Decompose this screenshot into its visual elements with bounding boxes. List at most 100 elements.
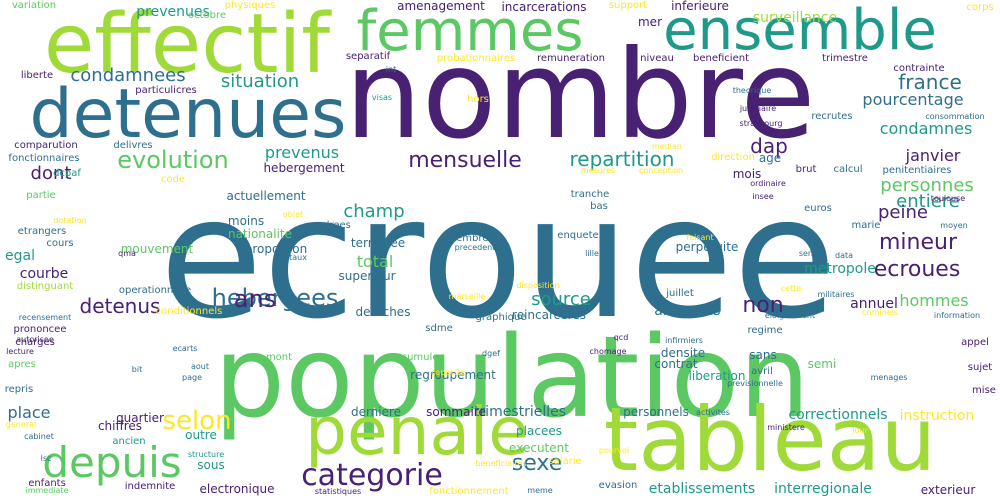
word-perpetuite: perpetuite [675,240,739,254]
word-hebergement: hebergement [263,161,345,175]
word-enfants: enfants [28,478,66,489]
word-cabinet: cabinet [24,432,54,441]
word-previsionnelle: previsionnelle [727,379,783,388]
word-brut: brut [795,164,817,175]
word-qma: qma [118,249,136,258]
word-source: source [531,289,591,310]
word-lille: lille [585,249,599,258]
word-ordinaire: ordinaire [750,179,786,188]
word-nombre: nombre [344,24,816,166]
word-meme: meme [527,486,553,495]
word-delivres: delivres [113,140,153,151]
word-euros: euros [804,203,832,214]
word-conditionnels: conditionnels [155,306,223,317]
word-mensuelle: mensuelle [408,148,522,173]
word-moins: moins [227,214,265,228]
word-marseille: marseille [448,292,486,301]
word-superieur: superieur [338,269,396,283]
word-fonctionnement: fonctionnement [429,486,509,497]
word-sous: sous [197,458,225,472]
word-ecroues: ecroues [873,257,961,282]
word-corps: corps [966,2,994,13]
word-sans: sans [749,348,777,362]
word-indemnite: indemnite [124,481,176,492]
word-surveillance: surveillance [752,10,838,26]
word-ans: ans [233,285,277,313]
word-general: general [5,420,37,429]
word-code: code [160,174,186,185]
word-information: information [933,311,981,320]
word-insee: insee [752,192,774,201]
word-etrangers: etrangers [17,226,67,237]
word-bas: bas [590,201,608,212]
word-instruction: instruction [899,408,975,424]
word-exterieur: exterieur [920,483,976,497]
word-derniere: derniere [350,405,402,419]
word-condamnees: condamnees [70,65,186,86]
word-jour: jour [852,426,868,435]
word-sexe: sexe [511,451,563,476]
word-evasion: evasion [598,480,638,491]
word-place: place [7,403,51,422]
word-recrutes: recrutes [811,111,853,122]
word-beneficiaires: beneficiaires [475,459,527,468]
word-consommation: consommation [925,112,985,121]
word-evolution: evolution [117,146,229,174]
word-pourcentage: pourcentage [862,90,964,109]
word-infirmiers: infirmiers [665,336,703,345]
word-annee: annee [654,303,698,319]
word-effectif: effectif [43,0,331,92]
word-separatif: separatif [345,51,391,62]
word-particulicres: particulicres [135,85,197,96]
word-membres: membres [446,233,494,244]
word-detenus: detenus [79,294,161,318]
word-avril: avril [751,366,773,377]
word-hommes: hommes [899,291,969,310]
word-age: age [758,151,782,165]
word-mesures: mesures [580,166,616,175]
word-dcpaf: dcpaf [53,168,81,179]
word-reincarceres: reincarceres [512,308,586,322]
word-drees: drees [323,220,351,231]
word-fonctionnaires: fonctionnaires [8,153,80,164]
word-direction: direction [711,152,755,163]
word-repris: repris [4,384,34,395]
word-chomage: chomage [589,347,627,356]
word-lecture: lecture [6,347,34,356]
word-charges: charges [15,337,55,348]
word-semi: semi [807,357,837,371]
word-ministere: ministere [767,423,805,432]
word-dgef: dgef [482,349,500,358]
word-marie: marie [851,220,881,231]
word-penitentiaires: penitentiaires [882,165,952,176]
word-dap: dap [750,134,788,158]
word-cette: cette [780,284,802,293]
word-hebergees: hebergees [211,284,339,312]
word-appel: appel [961,337,989,348]
word-sommaire: sommaire [426,405,486,419]
word-median: median [652,142,682,151]
word-faisant: faisant [686,233,714,242]
word-salarie: salarie [548,456,582,467]
word-peine: peine [878,202,928,223]
word-disposition: disposition [516,281,560,290]
word-annuel: annuel [850,296,898,312]
word-egal: egal [5,248,35,264]
word-sujet: sujet [967,362,993,373]
word-qcd: qcd [613,333,629,342]
word-lsc: lsc [40,454,52,463]
word-penale: penale [305,393,529,470]
word-liberte: liberte [20,70,54,81]
word-tableau: tableau [603,388,937,491]
word-prononcee: prononcee [13,324,67,335]
word-mont: mont [265,352,293,363]
word-distinguant: distinguant [16,281,74,292]
word-mois: mois [732,167,762,181]
word-ancien: ancien [112,436,146,447]
word-remuneration: remuneration [536,53,606,64]
word-trimestrielles: trimestrielles [473,404,567,420]
word-precedent: precedent [454,243,496,252]
word-variation: variation [11,0,57,11]
word-apres: apres [8,359,36,370]
